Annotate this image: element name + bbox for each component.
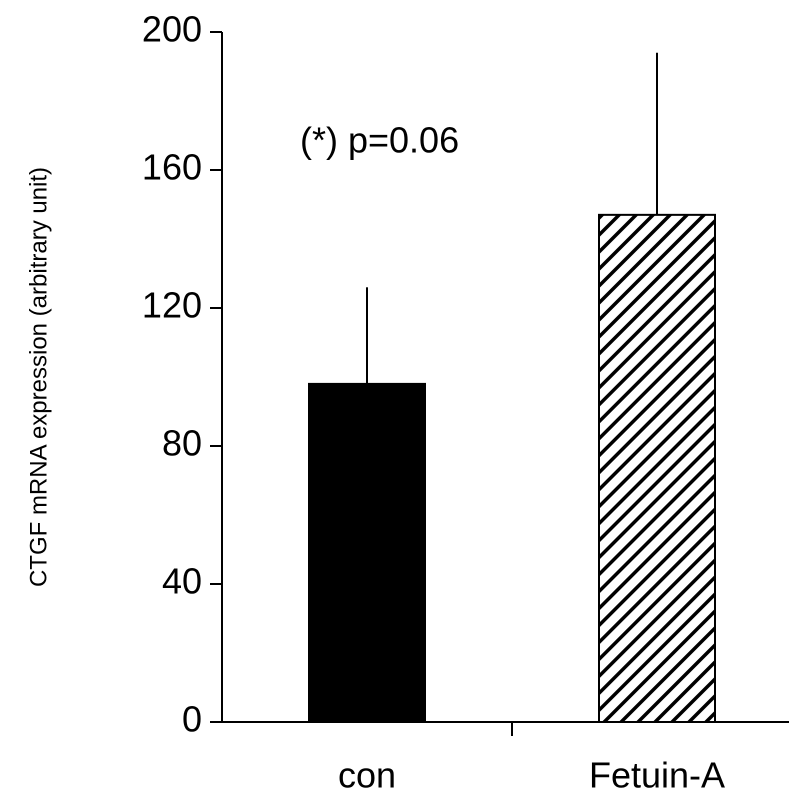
- bar: [308, 382, 426, 723]
- x-tick-label: con: [338, 755, 396, 796]
- annotation: (*) p=0.06: [300, 120, 459, 161]
- y-tick-label: 80: [162, 423, 202, 464]
- y-tick-label: 40: [162, 561, 202, 602]
- y-tick-label: 200: [142, 9, 202, 50]
- bar: [598, 213, 716, 723]
- x-tick-label: Fetuin-A: [589, 755, 725, 796]
- y-tick-label: 120: [142, 285, 202, 326]
- y-tick-label: 0: [182, 699, 202, 740]
- y-tick-label: 160: [142, 147, 202, 188]
- y-axis-label: CTGF mRNA expression (arbitrary unit): [25, 167, 52, 587]
